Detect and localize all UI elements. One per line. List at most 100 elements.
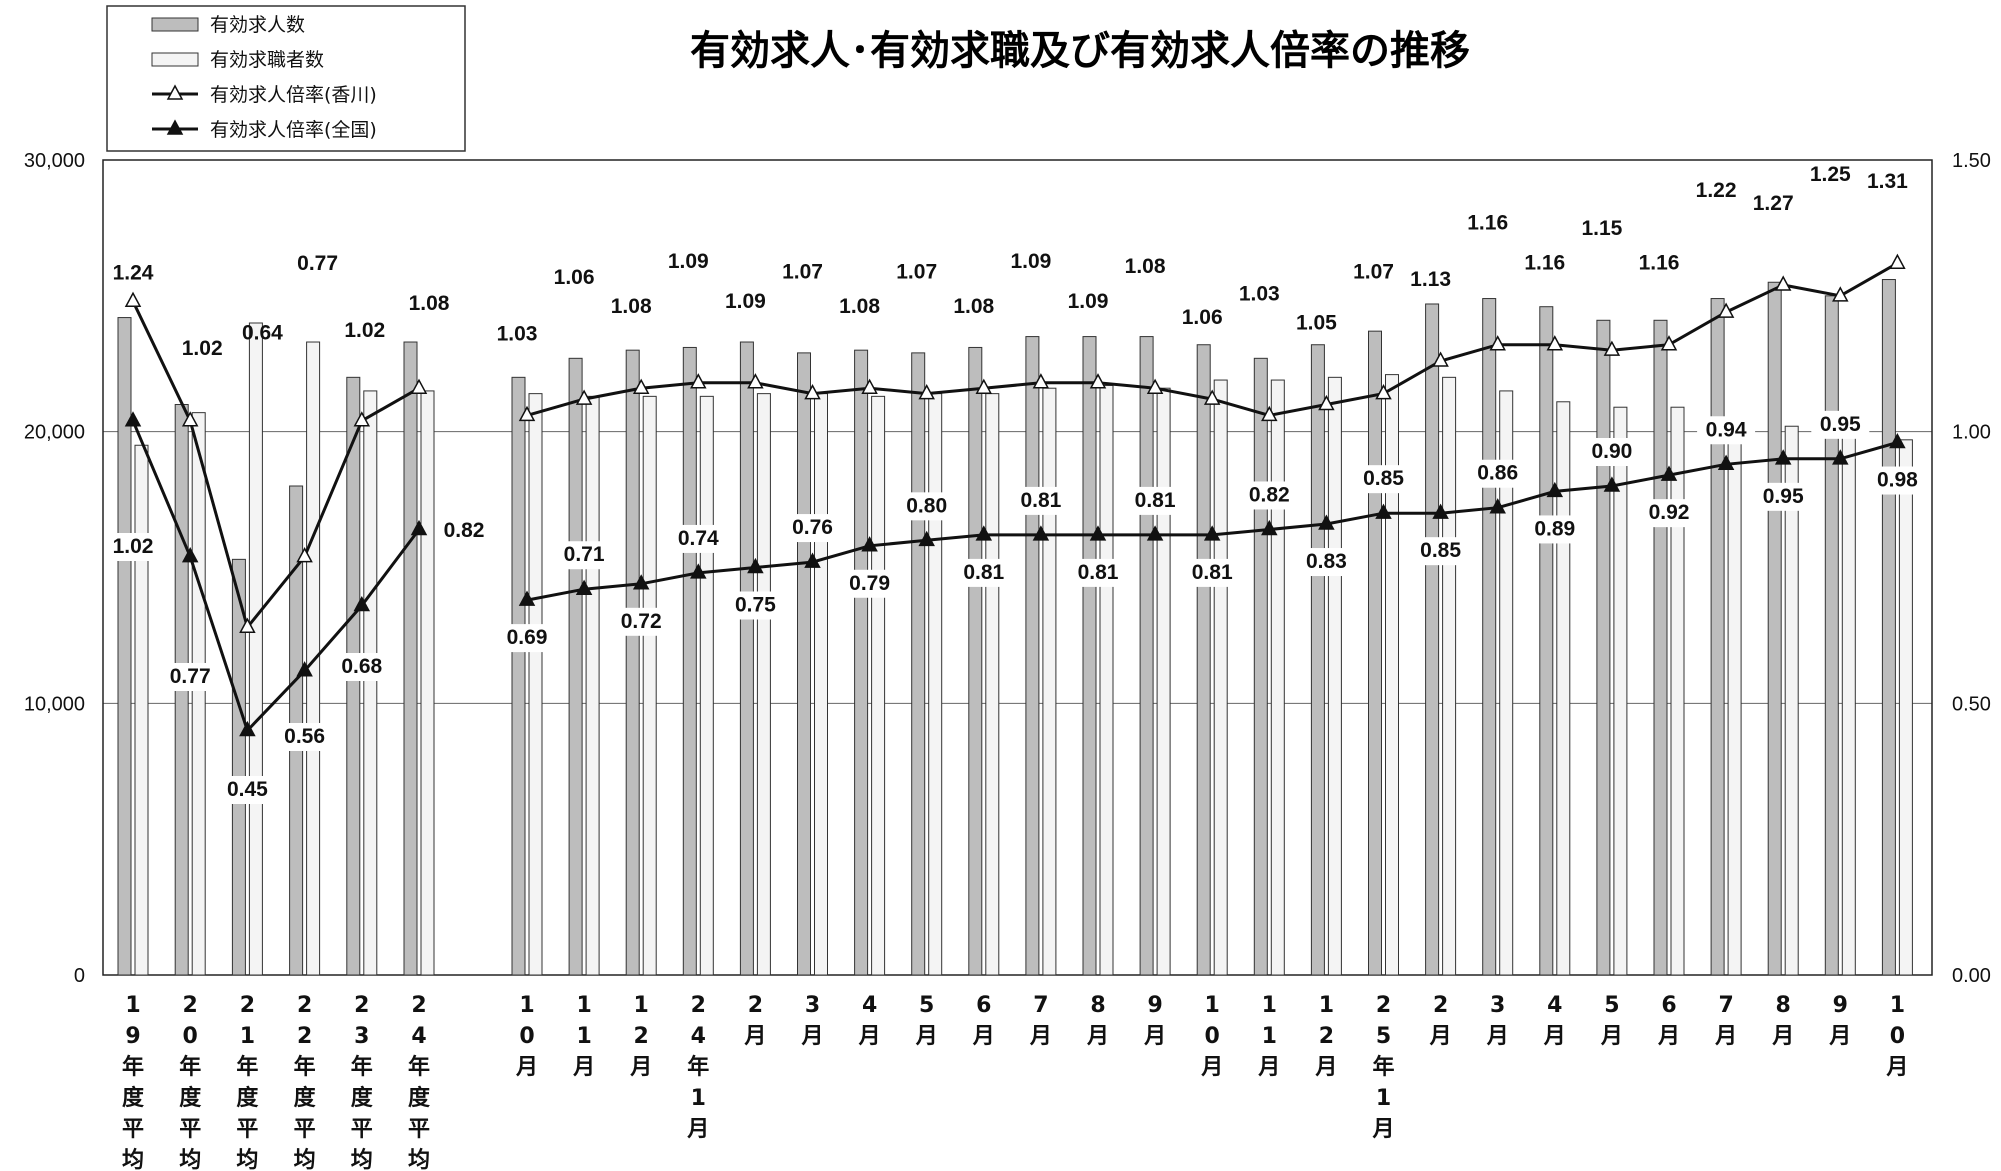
- bar-job-seekers: [585, 395, 600, 976]
- national-ratio-point: [1375, 503, 1392, 519]
- national-ratio-point: [1089, 525, 1107, 541]
- kagawa-ratio-point: [1089, 373, 1107, 389]
- national-ratio-label: 0.98: [1877, 469, 1918, 492]
- kagawa-ratio-point: [1146, 378, 1164, 394]
- national-ratio-label: 0.92: [1649, 501, 1690, 524]
- national-ratio-label: 0.86: [1477, 462, 1518, 485]
- label-backdrop: [161, 663, 220, 691]
- bar-job-seekers: [1670, 406, 1685, 976]
- label-backdrop: [1640, 499, 1698, 528]
- line-series: [124, 253, 1906, 737]
- kagawa-ratio-label: 1.09: [1010, 250, 1051, 273]
- label-backdrop: [498, 624, 556, 653]
- bar-job-seekers: [1156, 387, 1171, 976]
- label-backdrop: [1297, 548, 1356, 577]
- legend-marker: [166, 84, 184, 100]
- category-label: 2 3 年度平均: [351, 993, 374, 1171]
- bar-job-openings: [1139, 336, 1154, 976]
- bar-job-openings: [1824, 295, 1839, 976]
- label-backdrop: [1183, 558, 1242, 587]
- bar-job-openings: [117, 317, 132, 976]
- left-axis-tick: 20,000: [24, 422, 85, 444]
- national-ratio-label: 0.82: [444, 519, 485, 542]
- kagawa-ratio-label: 1.06: [554, 266, 595, 289]
- kagawa-ratio-point: [518, 405, 536, 422]
- kagawa-ratio-point: [918, 384, 935, 400]
- national-ratio-point: [1032, 525, 1050, 541]
- label-backdrop: [1582, 438, 1641, 466]
- category-label: 1 9 年度平均: [122, 993, 145, 1171]
- kagawa-ratio-label: 1.16: [1467, 212, 1508, 235]
- kagawa-ratio-label: 1.07: [1353, 261, 1394, 284]
- kagawa-ratio-point: [1660, 335, 1678, 351]
- national-ratio-point: [1660, 465, 1678, 481]
- category-label: 2 2 年度平均: [294, 993, 317, 1171]
- kagawa-ratio-point: [1203, 389, 1221, 405]
- national-ratio-point: [410, 519, 428, 536]
- label-backdrop: [218, 776, 277, 804]
- bar-job-seekers: [1898, 439, 1913, 976]
- bar-job-seekers: [756, 393, 771, 976]
- kagawa-ratio-point: [410, 378, 428, 394]
- bar-job-openings: [1196, 344, 1211, 976]
- national-ratio-label: 0.82: [1249, 483, 1290, 506]
- bar-job-seekers: [134, 444, 149, 976]
- legend-label: 有効求人倍率(香川): [210, 84, 377, 106]
- label-backdrop: [435, 517, 493, 545]
- bar-job-seekers: [1327, 376, 1342, 976]
- label-backdrop: [1354, 465, 1413, 494]
- bar-job-seekers: [1784, 425, 1799, 976]
- right-axis-tick: 0.00: [1952, 965, 1991, 987]
- label-backdrop: [726, 591, 785, 620]
- bar-job-openings: [1253, 357, 1268, 976]
- national-ratio-point: [1774, 449, 1792, 465]
- national-ratio-point: [181, 547, 199, 563]
- national-ratio-point: [690, 563, 707, 579]
- national-ratio-label: 0.74: [678, 527, 719, 550]
- kagawa-ratio-label: 1.02: [344, 319, 385, 342]
- bar-job-seekers: [1042, 387, 1057, 976]
- bar-job-openings: [231, 558, 246, 976]
- national-ratio-label: 0.72: [621, 610, 662, 633]
- bar-job-openings: [1425, 303, 1440, 976]
- kagawa-ratio-label: 1.15: [1581, 217, 1622, 240]
- label-backdrop: [275, 723, 334, 751]
- kagawa-ratio-label: 0.64: [242, 321, 283, 344]
- bar-job-openings: [968, 346, 983, 976]
- kagawa-ratio-point: [1546, 335, 1564, 351]
- label-backdrop: [1525, 515, 1584, 544]
- kagawa-ratio-label: 1.08: [1125, 255, 1166, 278]
- bar-job-seekers: [1385, 374, 1399, 976]
- national-ratio-label: 0.81: [1078, 561, 1119, 584]
- kagawa-ratio-label: 1.13: [1410, 268, 1451, 291]
- bar-job-openings: [1310, 344, 1325, 976]
- kagawa-ratio-point: [1889, 253, 1906, 269]
- national-ratio-label: 0.69: [507, 626, 548, 649]
- national-ratio-label: 0.81: [1020, 489, 1061, 512]
- kagawa-ratio-label: 1.07: [896, 261, 937, 284]
- legend-label: 有効求人倍率(全国): [210, 119, 377, 141]
- bar-job-seekers: [1841, 431, 1856, 976]
- bar-job-openings: [1482, 298, 1497, 976]
- bar-job-openings: [911, 352, 926, 976]
- national-ratio-point: [1261, 519, 1278, 536]
- national-ratio-point: [632, 574, 650, 590]
- label-backdrop: [1411, 537, 1470, 566]
- left-axis-tick: 0: [74, 965, 85, 987]
- bar-job-seekers: [1442, 376, 1457, 976]
- kagawa-ratio-label: 1.09: [668, 250, 709, 273]
- kagawa-ratio-point: [575, 389, 593, 405]
- legend-bar-dark-swatch: [151, 17, 199, 32]
- kagawa-ratio-point: [804, 384, 821, 400]
- national-ratio-label: 0.79: [849, 572, 890, 595]
